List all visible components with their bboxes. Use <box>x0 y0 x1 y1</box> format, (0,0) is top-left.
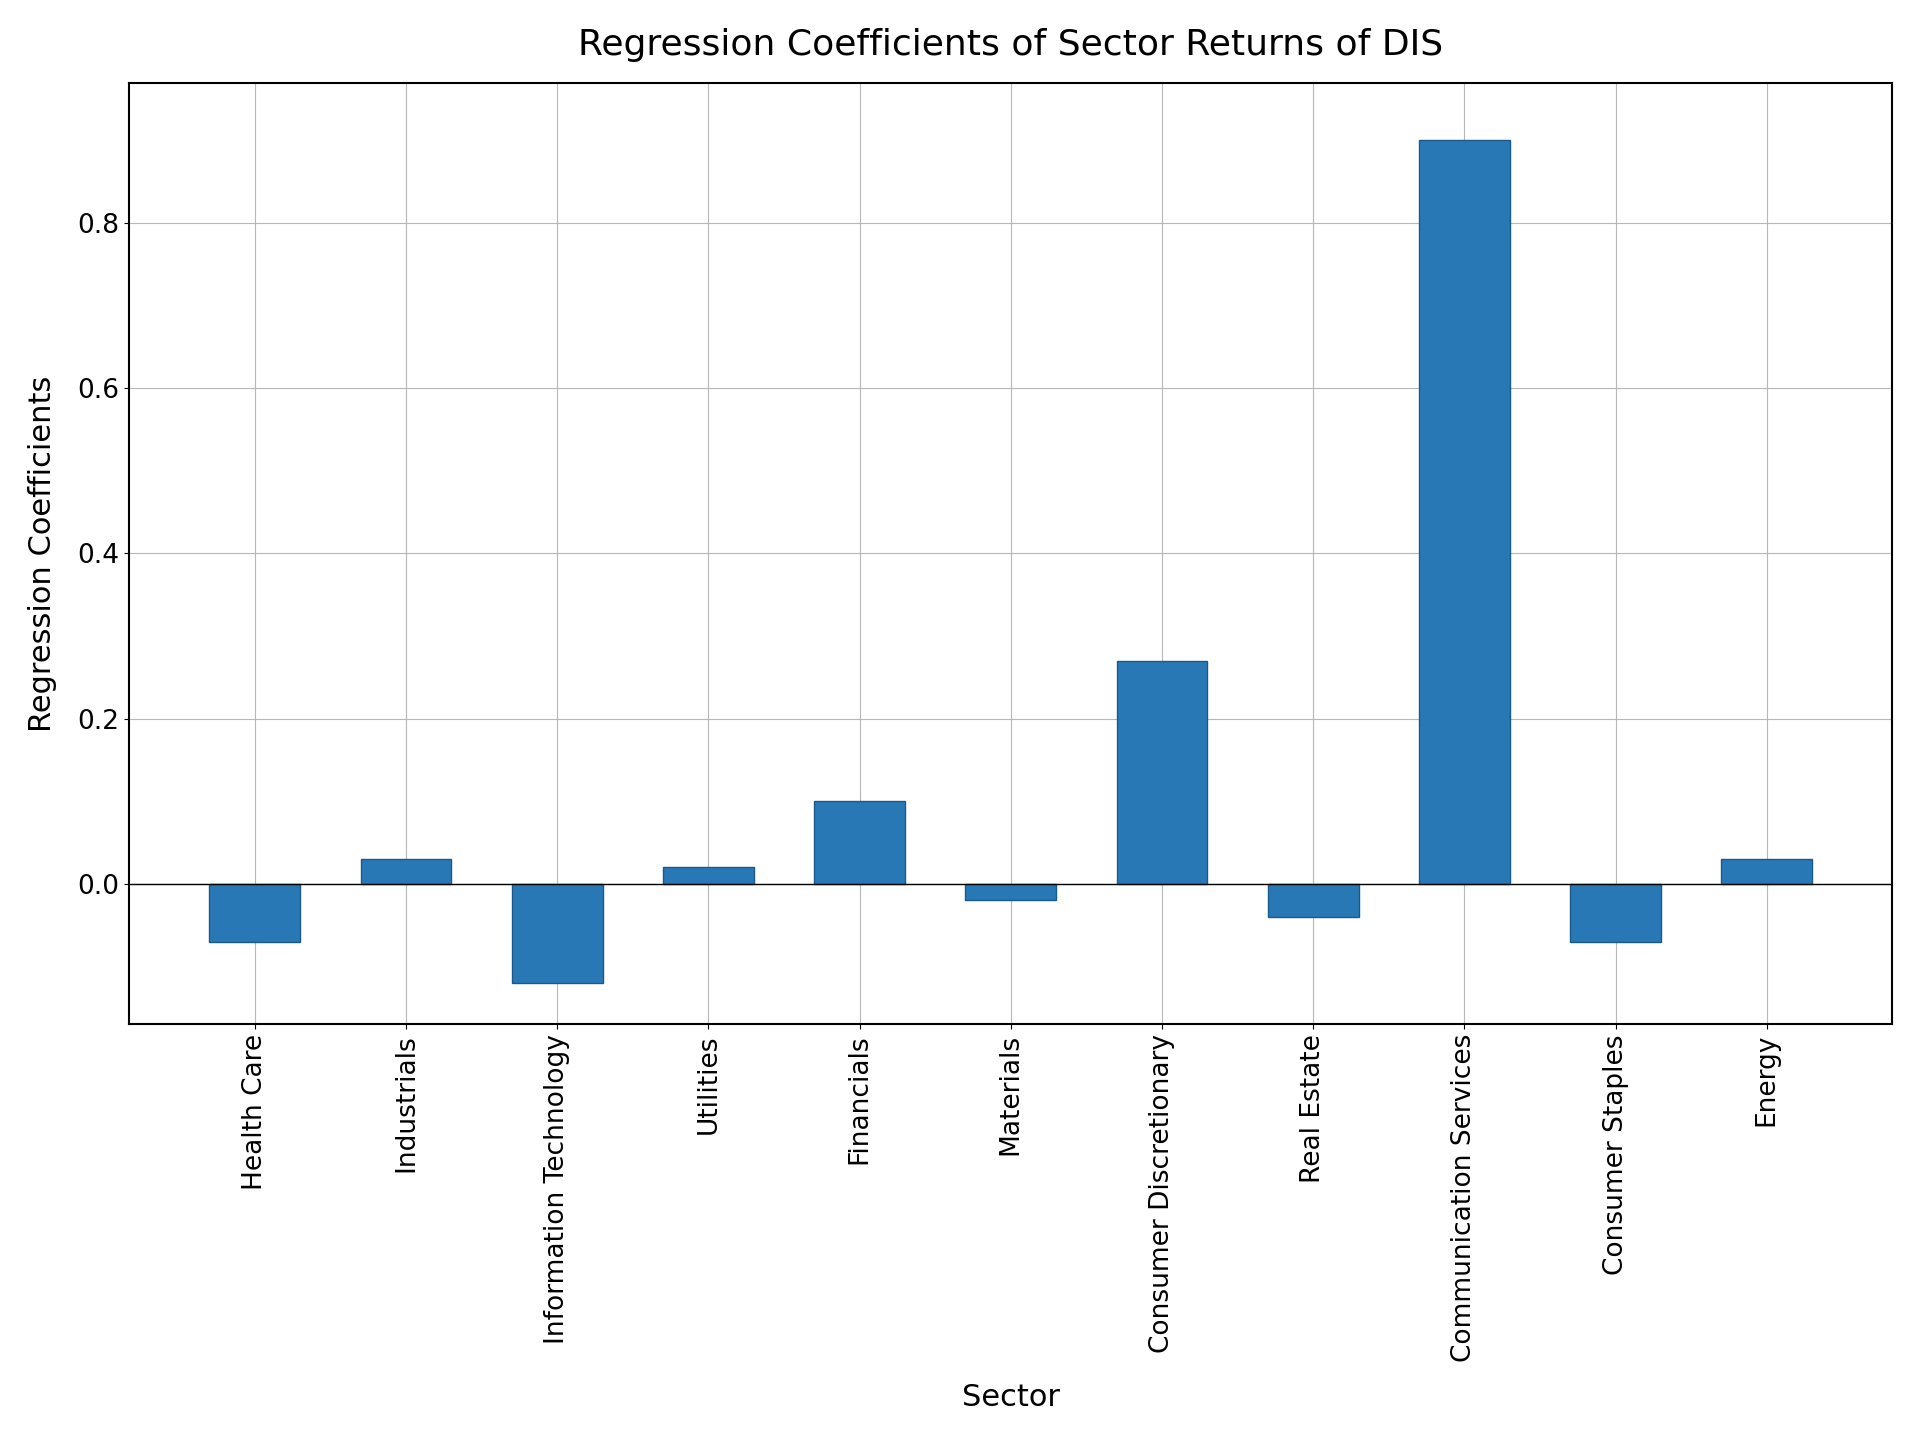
Bar <box>1419 140 1509 884</box>
Bar <box>361 860 451 884</box>
X-axis label: Sector: Sector <box>962 1384 1060 1413</box>
Bar <box>966 884 1056 900</box>
Bar <box>209 884 300 942</box>
Title: Regression Coefficients of Sector Returns of DIS: Regression Coefficients of Sector Return… <box>578 27 1444 62</box>
Bar <box>1117 661 1208 884</box>
Bar <box>1722 860 1812 884</box>
Bar <box>513 884 603 984</box>
Bar <box>1571 884 1661 942</box>
Bar <box>1267 884 1359 917</box>
Y-axis label: Regression Coefficients: Regression Coefficients <box>27 376 58 732</box>
Bar <box>814 801 904 884</box>
Bar <box>662 867 755 884</box>
